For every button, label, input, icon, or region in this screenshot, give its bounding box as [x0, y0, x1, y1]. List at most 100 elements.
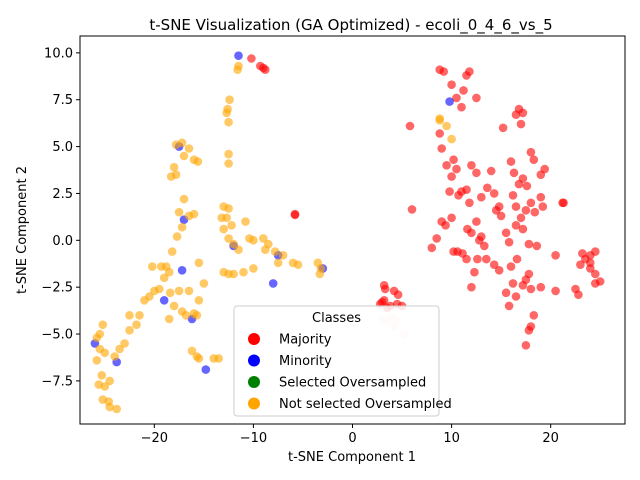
- data-point: [576, 260, 585, 270]
- y-tick-label: 0.0: [52, 234, 73, 249]
- data-point: [467, 161, 476, 170]
- data-point: [125, 326, 134, 335]
- data-point: [442, 121, 451, 131]
- data-point: [120, 339, 129, 348]
- data-point: [290, 210, 300, 220]
- data-point: [504, 301, 514, 311]
- data-point: [529, 155, 539, 164]
- data-point: [293, 260, 303, 270]
- data-point: [462, 254, 471, 264]
- data-point: [229, 239, 238, 249]
- chart-title: t-SNE Visualization (GA Optimized) - eco…: [149, 16, 552, 35]
- data-point: [532, 241, 542, 251]
- data-point: [270, 247, 280, 256]
- data-point: [467, 228, 476, 238]
- x-axis-label: t-SNE Component 1: [288, 450, 416, 465]
- data-point: [261, 245, 270, 254]
- data-point: [132, 320, 141, 330]
- data-point: [486, 166, 496, 176]
- data-point: [92, 356, 102, 365]
- data-point: [470, 267, 479, 277]
- data-point: [214, 354, 223, 363]
- data-point: [177, 266, 187, 275]
- data-point: [234, 245, 243, 254]
- data-point: [516, 213, 526, 223]
- data-point: [110, 352, 119, 361]
- data-point: [316, 264, 326, 273]
- data-point: [224, 204, 233, 213]
- data-point: [489, 189, 499, 198]
- legend-marker: [248, 333, 260, 345]
- data-point: [179, 151, 189, 161]
- data-point: [506, 157, 516, 166]
- data-point: [465, 67, 474, 76]
- data-point: [135, 311, 144, 320]
- data-point: [189, 209, 199, 219]
- data-point: [234, 51, 243, 60]
- legend-marker: [248, 376, 260, 388]
- data-point: [247, 54, 256, 63]
- data-point: [452, 164, 461, 174]
- data-point: [192, 311, 202, 320]
- data-point: [187, 346, 197, 356]
- data-point: [518, 174, 528, 183]
- data-point: [447, 172, 456, 181]
- data-point: [140, 296, 149, 305]
- legend-title: Classes: [312, 311, 361, 326]
- data-point: [489, 260, 499, 270]
- legend-marker: [248, 397, 260, 410]
- y-tick-label: 10.0: [44, 46, 73, 61]
- data-point: [224, 234, 233, 243]
- data-point: [472, 93, 481, 103]
- data-point: [148, 262, 157, 271]
- data-point: [536, 282, 546, 292]
- legend-box: [233, 305, 440, 417]
- y-tick-label: −2.5: [41, 281, 73, 296]
- data-point: [472, 217, 481, 226]
- data-point: [482, 254, 491, 264]
- data-point: [169, 162, 179, 172]
- data-point: [574, 290, 583, 300]
- data-point: [511, 221, 521, 230]
- data-point: [100, 382, 110, 391]
- data-point: [509, 168, 519, 178]
- data-point: [164, 267, 174, 277]
- data-point: [521, 341, 531, 350]
- data-point: [194, 258, 204, 268]
- data-point: [501, 288, 511, 298]
- data-point: [578, 249, 587, 258]
- data-point: [194, 354, 204, 363]
- data-point: [219, 224, 228, 234]
- data-point: [516, 119, 526, 129]
- data-point: [494, 266, 504, 275]
- data-point: [181, 311, 191, 320]
- data-point: [105, 376, 114, 386]
- data-point: [467, 282, 476, 292]
- data-point: [193, 157, 203, 166]
- data-point: [530, 207, 540, 217]
- data-point: [518, 224, 528, 234]
- data-point: [526, 322, 536, 331]
- data-point: [112, 404, 121, 414]
- legend-label: Minority: [279, 354, 332, 369]
- y-tick-label: −7.5: [41, 374, 73, 389]
- data-point: [445, 187, 454, 196]
- data-point: [459, 86, 468, 95]
- data-point: [273, 258, 283, 268]
- data-point: [445, 97, 454, 106]
- data-point: [439, 67, 449, 76]
- data-point: [473, 254, 482, 264]
- data-point: [435, 116, 445, 125]
- data-point: [447, 134, 456, 144]
- x-tick-label: 20: [542, 431, 559, 446]
- x-tick-label: 10: [443, 431, 460, 446]
- data-point: [159, 296, 169, 305]
- data-point: [591, 269, 600, 279]
- legend-label: Majority: [279, 333, 332, 348]
- y-axis: −7.5 −5.0 −2.5 0.0 2.5 5.0 7.5 10.0: [41, 46, 80, 389]
- data-point: [591, 247, 600, 256]
- data-point: [184, 286, 194, 296]
- data-point: [477, 232, 486, 241]
- data-point: [526, 147, 536, 157]
- data-point: [405, 121, 415, 131]
